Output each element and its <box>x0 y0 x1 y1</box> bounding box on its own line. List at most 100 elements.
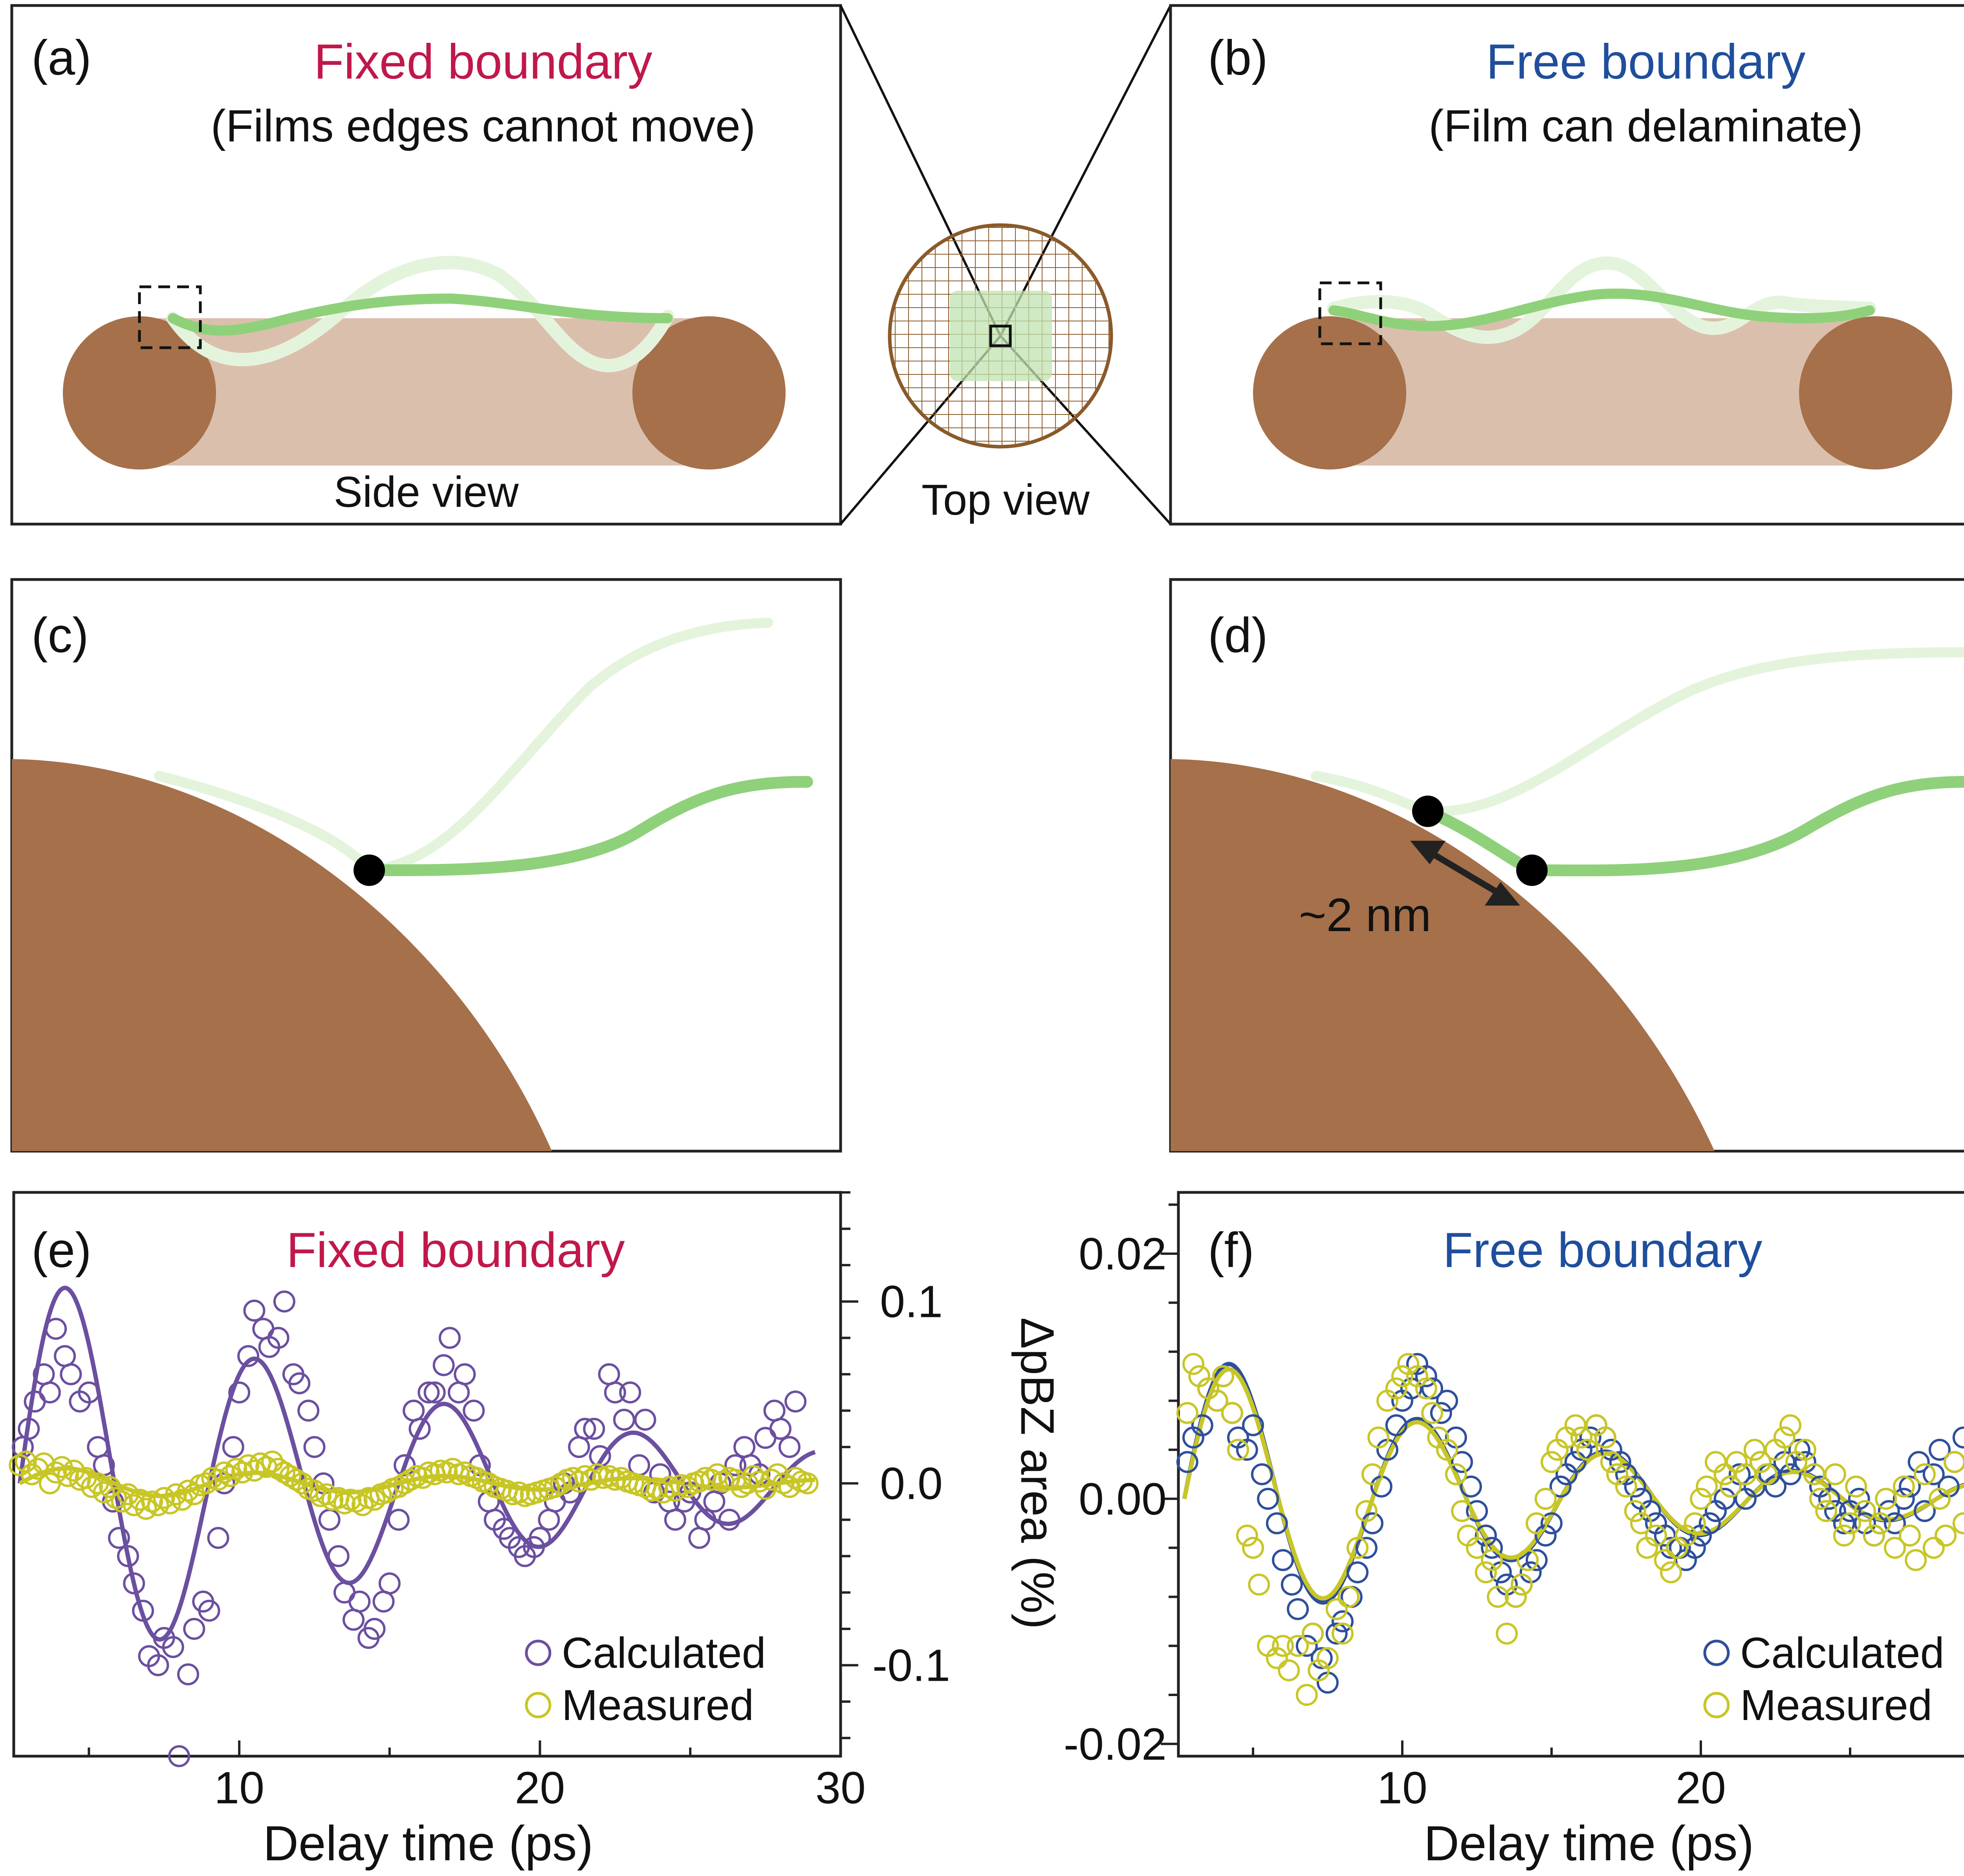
data-point-measured <box>1833 1524 1855 1547</box>
data-point-measured <box>1415 1377 1437 1400</box>
data-point-calculated <box>724 1454 747 1476</box>
data-point-calculated <box>117 1545 139 1567</box>
data-point-calculated <box>60 1363 82 1385</box>
legend-marker-measured <box>1703 1692 1730 1718</box>
data-point-calculated <box>1310 1647 1333 1669</box>
data-point-measured <box>1815 1500 1838 1522</box>
data-point-measured <box>1875 1487 1897 1510</box>
data-point-calculated <box>147 1654 169 1676</box>
legend-marker-calculated <box>525 1639 551 1666</box>
data-point-measured <box>291 1472 313 1495</box>
data-point-calculated <box>333 1581 355 1604</box>
panel-a-title: Fixed boundary <box>314 35 652 89</box>
x-tick-label: 10 <box>1377 1763 1427 1813</box>
y-tick-label: 0.1 <box>880 1277 943 1327</box>
x-tick-label: 20 <box>1676 1763 1726 1813</box>
chart-e: (e) Fixed boundary 10 20 30 -0.1 0.0 0.1 Calc… <box>9 1191 950 1871</box>
data-point-calculated <box>183 1618 205 1640</box>
data-point-measured <box>465 1467 488 1489</box>
data-point-measured <box>544 1476 566 1498</box>
data-point-measured <box>1248 1573 1270 1596</box>
data-point-measured <box>1696 1475 1718 1498</box>
data-point-measured <box>1221 1402 1243 1424</box>
data-point-measured <box>1347 1537 1369 1559</box>
data-point-calculated <box>583 1418 605 1440</box>
data-point-measured <box>213 1461 235 1484</box>
data-point-measured <box>1451 1500 1473 1522</box>
data-point-calculated <box>733 1436 756 1458</box>
data-point-measured <box>1839 1512 1861 1535</box>
data-point-measured <box>1690 1487 1712 1510</box>
data-point-calculated <box>228 1381 251 1404</box>
data-point-measured <box>1922 1537 1945 1559</box>
data-point-measured <box>508 1481 530 1504</box>
data-point-calculated <box>168 1745 190 1767</box>
data-point-measured <box>111 1490 133 1513</box>
data-point-measured <box>315 1483 338 1506</box>
data-point-measured <box>1227 1439 1249 1461</box>
data-point-calculated <box>45 1318 67 1340</box>
data-point-calculated <box>1325 1623 1348 1645</box>
data-point-measured <box>1278 1659 1300 1682</box>
data-point-measured <box>1182 1353 1204 1375</box>
x-tick-label: 30 <box>815 1763 866 1813</box>
top-view: Top view <box>839 5 1172 525</box>
data-point-calculated <box>1295 1635 1318 1657</box>
data-point-calculated <box>423 1381 446 1404</box>
data-point-calculated <box>1893 1487 1915 1510</box>
data-point-measured <box>1720 1475 1742 1498</box>
data-point-measured <box>1893 1475 1915 1498</box>
data-point-measured <box>1287 1635 1309 1657</box>
data-point-measured <box>1272 1635 1294 1657</box>
data-point-measured <box>15 1451 37 1473</box>
data-point-measured <box>153 1487 175 1509</box>
legend-label-measured: Measured <box>562 1681 754 1729</box>
panel-a-label: (a) <box>31 31 92 85</box>
panel-e-label: (e) <box>31 1223 92 1278</box>
data-point-calculated <box>297 1399 320 1422</box>
data-point-calculated <box>634 1408 656 1431</box>
data-point-measured <box>1436 1439 1458 1461</box>
x-tick-label: 20 <box>515 1763 565 1813</box>
legend-marker-calculated <box>1703 1639 1730 1666</box>
panel-d: (d) ~2 nm <box>1169 578 1964 1153</box>
data-point-measured <box>1391 1365 1413 1387</box>
data-point-measured <box>784 1467 807 1489</box>
data-point-measured <box>195 1472 217 1495</box>
data-point-calculated <box>1257 1487 1279 1510</box>
data-point-calculated <box>1287 1598 1309 1620</box>
data-point-calculated <box>387 1509 410 1531</box>
data-point-measured <box>1206 1390 1228 1412</box>
panel-b-title: Free boundary <box>1486 35 1806 89</box>
y-tick-label: 0.0 <box>880 1459 943 1509</box>
panel-c-label: (c) <box>31 608 89 663</box>
data-point-measured <box>1302 1623 1324 1645</box>
data-point-measured <box>1869 1512 1891 1535</box>
panel-b-label: (b) <box>1208 31 1268 85</box>
data-point-calculated <box>1332 1610 1354 1632</box>
film-patch <box>950 291 1052 381</box>
panel-f-label: (f) <box>1208 1223 1254 1278</box>
data-point-measured <box>1332 1623 1354 1645</box>
data-point-calculated <box>394 1454 416 1476</box>
data-point-calculated <box>318 1509 341 1531</box>
data-point-calculated <box>1929 1439 1951 1461</box>
right-fiber <box>632 316 786 469</box>
panel-b-frame <box>1169 4 1964 526</box>
data-point-measured <box>1684 1512 1706 1535</box>
data-point-calculated <box>162 1636 184 1658</box>
panel-a: (a) Fixed boundary (Films edges cannot m… <box>10 4 842 526</box>
data-point-calculated <box>378 1572 401 1595</box>
data-point-measured <box>363 1489 386 1511</box>
fiber-surface <box>1171 759 1715 1151</box>
data-point-measured <box>1952 1512 1964 1535</box>
data-point-calculated <box>237 1345 260 1367</box>
data-point-calculated <box>1347 1561 1369 1584</box>
fiber-surface <box>12 759 552 1151</box>
film-dark-line <box>363 776 813 877</box>
tem-grid-rim <box>888 223 1113 449</box>
data-point-measured <box>1421 1402 1443 1424</box>
data-point-calculated <box>688 1527 711 1549</box>
data-point-calculated <box>273 1290 295 1313</box>
data-point-measured <box>700 1469 722 1491</box>
